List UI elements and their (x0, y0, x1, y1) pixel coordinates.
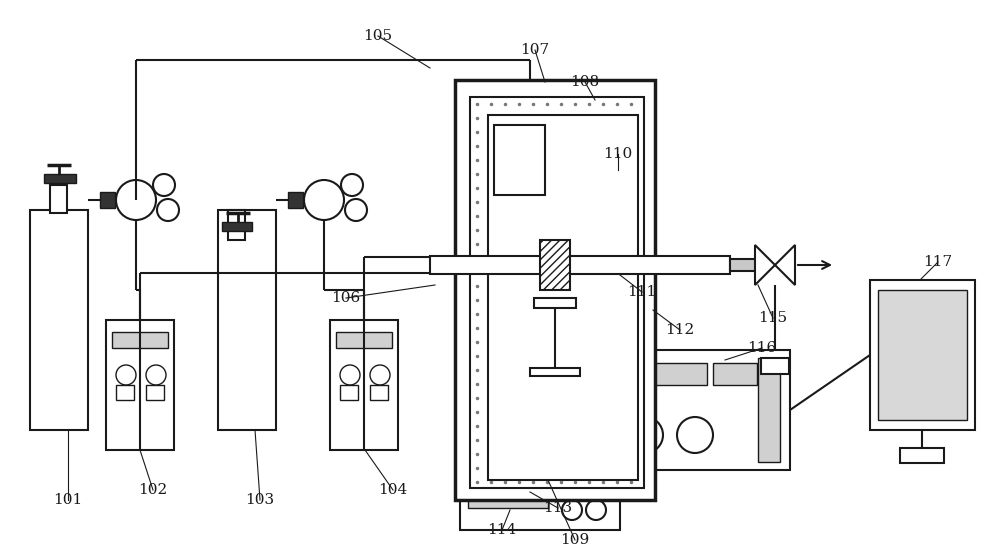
Text: 103: 103 (245, 493, 275, 507)
Bar (468, 495, 548, 508)
Circle shape (627, 417, 663, 453)
Bar (534, 298, 576, 308)
Circle shape (116, 365, 136, 385)
Bar (30, 210, 88, 430)
Bar (713, 363, 757, 385)
Bar (615, 350, 790, 470)
Bar (112, 332, 168, 348)
Bar (900, 448, 944, 463)
Bar (623, 363, 707, 385)
Bar (761, 358, 789, 374)
Bar (470, 97, 644, 488)
Text: 108: 108 (570, 75, 600, 89)
Bar (146, 385, 164, 400)
Circle shape (157, 199, 179, 221)
Bar (228, 210, 245, 240)
Circle shape (153, 174, 175, 196)
Bar (430, 256, 730, 274)
Text: 101: 101 (53, 493, 83, 507)
Bar (288, 192, 303, 208)
Bar (758, 358, 780, 462)
Text: 117: 117 (923, 255, 953, 269)
Bar (336, 332, 392, 348)
Circle shape (562, 500, 582, 520)
Text: 113: 113 (543, 501, 573, 515)
Circle shape (341, 174, 363, 196)
Circle shape (586, 500, 606, 520)
Bar (100, 192, 115, 208)
Text: 111: 111 (627, 285, 657, 299)
Circle shape (116, 180, 156, 220)
Text: 115: 115 (758, 311, 788, 325)
Text: 112: 112 (665, 323, 695, 337)
Text: 116: 116 (747, 341, 777, 355)
Bar (530, 368, 580, 376)
Bar (460, 490, 620, 530)
Bar (494, 125, 545, 195)
Bar (488, 115, 638, 480)
Circle shape (304, 180, 344, 220)
Bar (540, 240, 570, 290)
Bar (370, 385, 388, 400)
Text: 105: 105 (363, 29, 393, 43)
Bar (44, 174, 76, 183)
Circle shape (370, 365, 390, 385)
Bar (870, 280, 975, 430)
Bar (878, 290, 967, 420)
Text: 104: 104 (378, 483, 408, 497)
Circle shape (340, 365, 360, 385)
Bar (340, 385, 358, 400)
Bar (50, 185, 67, 213)
Text: 107: 107 (520, 43, 550, 57)
Text: 109: 109 (560, 533, 590, 547)
Bar (730, 259, 760, 271)
Text: 106: 106 (331, 291, 361, 305)
Circle shape (146, 365, 166, 385)
Bar (218, 210, 276, 430)
Bar (455, 80, 655, 500)
Circle shape (677, 417, 713, 453)
Text: 110: 110 (603, 147, 633, 161)
Polygon shape (775, 245, 795, 285)
Text: 102: 102 (138, 483, 168, 497)
Polygon shape (755, 245, 775, 285)
Bar (330, 320, 398, 450)
Circle shape (345, 199, 367, 221)
Bar (222, 222, 252, 231)
Bar (106, 320, 174, 450)
Bar (116, 385, 134, 400)
Text: 114: 114 (487, 523, 517, 537)
